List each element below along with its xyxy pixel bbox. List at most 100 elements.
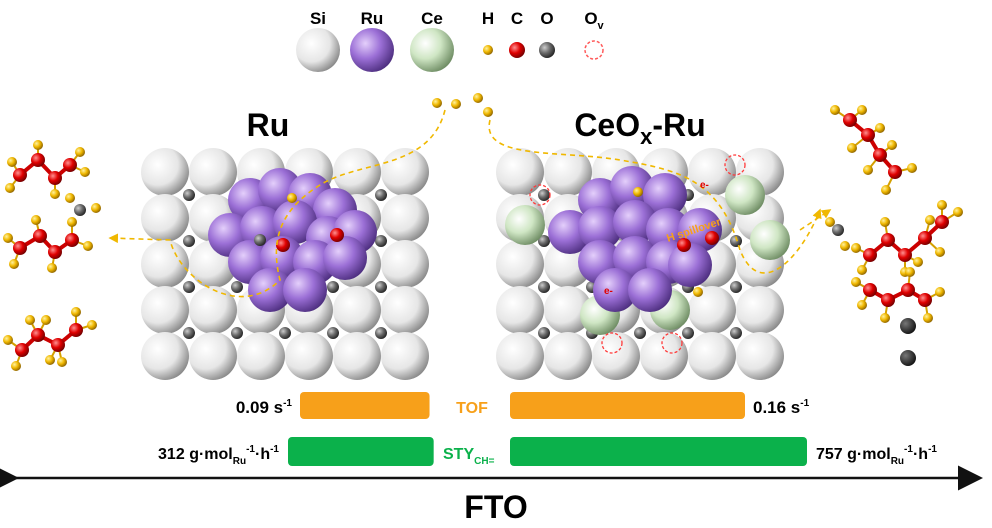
h-atom [935, 247, 945, 257]
ce-atom [750, 220, 790, 260]
hydrogen-path-arrow [488, 119, 822, 274]
sty-value-ceox-ru: 757 g·molRu-1·h-1 [816, 444, 937, 467]
o-atom [375, 189, 387, 201]
h-atom [913, 257, 923, 267]
h-atom [3, 335, 13, 345]
si-atom [544, 240, 592, 288]
legend-oxygen-vacancy-icon [584, 40, 604, 60]
c-atom [898, 248, 912, 262]
si-atom [688, 286, 736, 334]
o-atom [538, 235, 550, 247]
legend-label: C [511, 9, 523, 28]
h-atom [5, 183, 15, 193]
tof-value-ceox-ru: 0.16 s-1 [753, 398, 810, 417]
si-atom [592, 332, 640, 380]
ce-atom [725, 175, 765, 215]
h-atom [80, 167, 90, 177]
c-atom [843, 113, 857, 127]
h-atom [3, 233, 13, 243]
c-atom [888, 165, 902, 179]
c-atom [863, 248, 877, 262]
si-atom [381, 148, 429, 196]
si-atom [544, 332, 592, 380]
c-atom [918, 231, 932, 245]
o-atom [538, 189, 550, 201]
c-atom [63, 158, 77, 172]
c-atom [69, 323, 83, 337]
h-atom [7, 157, 17, 167]
si-atom [381, 332, 429, 380]
si-atom [381, 194, 429, 242]
c-atom [861, 128, 875, 142]
c-atom [15, 343, 29, 357]
ru-atom [323, 236, 367, 280]
legend-label: Ce [421, 9, 443, 28]
si-atom [496, 332, 544, 380]
legend-o-sphere [539, 42, 555, 58]
ellipsis-dot [900, 318, 916, 334]
h-atom [483, 107, 493, 117]
h-atom [851, 243, 861, 253]
h-atom [887, 140, 897, 150]
oxygen-vacancy-icon [724, 154, 746, 176]
c-atom [33, 229, 47, 243]
h-atom [863, 165, 873, 175]
h-atom [880, 313, 890, 323]
si-atom [544, 148, 592, 196]
o-atom [730, 281, 742, 293]
si-atom [189, 332, 237, 380]
o-atom [832, 224, 844, 236]
c-atom [65, 233, 79, 247]
ru-catalyst-model [108, 93, 493, 380]
si-atom [333, 332, 381, 380]
h-atom [33, 140, 43, 150]
h-atom [65, 193, 75, 203]
h-atom [633, 187, 643, 197]
h-atom [287, 193, 297, 203]
legend-h-sphere [483, 45, 493, 55]
o-atom [279, 327, 291, 339]
si-atom [189, 148, 237, 196]
o-atom [183, 327, 195, 339]
si-atom [141, 240, 189, 288]
h-atom [881, 185, 891, 195]
ru-atom [628, 268, 672, 312]
o-atom [634, 327, 646, 339]
o-atom [231, 281, 243, 293]
h-atom [87, 320, 97, 330]
ru-panel-title: Ru [247, 107, 290, 143]
c-atom [677, 238, 691, 252]
si-atom [688, 332, 736, 380]
ru-atom [613, 200, 657, 244]
oxygen-vacancy-icon [529, 184, 551, 206]
h-atom [953, 207, 963, 217]
si-atom [237, 332, 285, 380]
sty-bar-ru [288, 437, 434, 466]
o-atom [327, 327, 339, 339]
c-atom [881, 293, 895, 307]
o-atom [538, 281, 550, 293]
si-atom [496, 240, 544, 288]
h-atom [71, 307, 81, 317]
c-atom [48, 245, 62, 259]
c-atom [276, 238, 290, 252]
h-atom [857, 300, 867, 310]
o-atom [375, 281, 387, 293]
si-atom [688, 148, 736, 196]
h-atom [31, 215, 41, 225]
sty-value-ru: 312 g·molRu-1·h-1 [158, 444, 279, 467]
c-atom [705, 231, 719, 245]
o-atom [327, 281, 339, 293]
o-atom [682, 327, 694, 339]
ru-atom [610, 166, 654, 210]
legend-ru-sphere [350, 28, 394, 72]
si-atom [640, 332, 688, 380]
h-atom [47, 263, 57, 273]
h-atom [9, 259, 19, 269]
legend-label: Ov [584, 9, 604, 32]
legend-si-sphere [296, 28, 340, 72]
h-atom [857, 265, 867, 275]
h-atom [880, 217, 890, 227]
fto-label: FTO [464, 489, 527, 525]
ellipsis-dot [900, 350, 916, 366]
